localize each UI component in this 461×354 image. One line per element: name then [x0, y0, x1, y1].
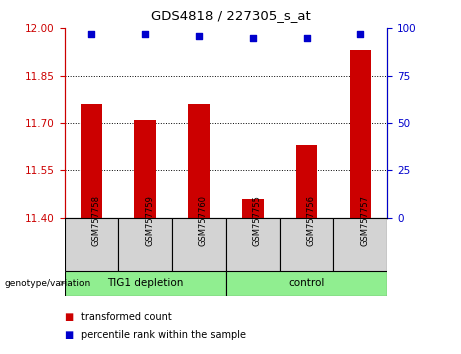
Text: GDS4818 / 227305_s_at: GDS4818 / 227305_s_at [151, 9, 310, 22]
Point [195, 33, 203, 39]
Point [357, 31, 364, 37]
Bar [280, 218, 333, 271]
Bar [135, 120, 156, 218]
Bar [188, 104, 210, 218]
Text: GSM757756: GSM757756 [307, 195, 316, 246]
Text: genotype/variation: genotype/variation [5, 279, 91, 288]
Point [142, 31, 149, 37]
Text: transformed count: transformed count [81, 312, 171, 322]
Text: ■: ■ [65, 312, 74, 322]
Point [249, 35, 256, 41]
Text: GSM757759: GSM757759 [145, 195, 154, 246]
Bar [118, 218, 172, 271]
Bar [172, 218, 226, 271]
Bar [296, 145, 317, 218]
Text: GSM757755: GSM757755 [253, 195, 262, 246]
Point [303, 35, 310, 41]
FancyArrowPatch shape [60, 281, 64, 285]
Point [88, 31, 95, 37]
Text: TIG1 depletion: TIG1 depletion [107, 278, 183, 288]
Bar [81, 104, 102, 218]
Bar [349, 50, 371, 218]
Bar [65, 271, 226, 296]
Text: ■: ■ [65, 330, 74, 339]
Bar [226, 218, 280, 271]
Bar [65, 218, 118, 271]
Text: control: control [289, 278, 325, 288]
Text: percentile rank within the sample: percentile rank within the sample [81, 330, 246, 339]
Bar [226, 271, 387, 296]
Text: GSM757760: GSM757760 [199, 195, 208, 246]
Text: GSM757758: GSM757758 [91, 195, 100, 246]
Text: GSM757757: GSM757757 [361, 195, 369, 246]
Bar [333, 218, 387, 271]
Bar [242, 199, 264, 218]
